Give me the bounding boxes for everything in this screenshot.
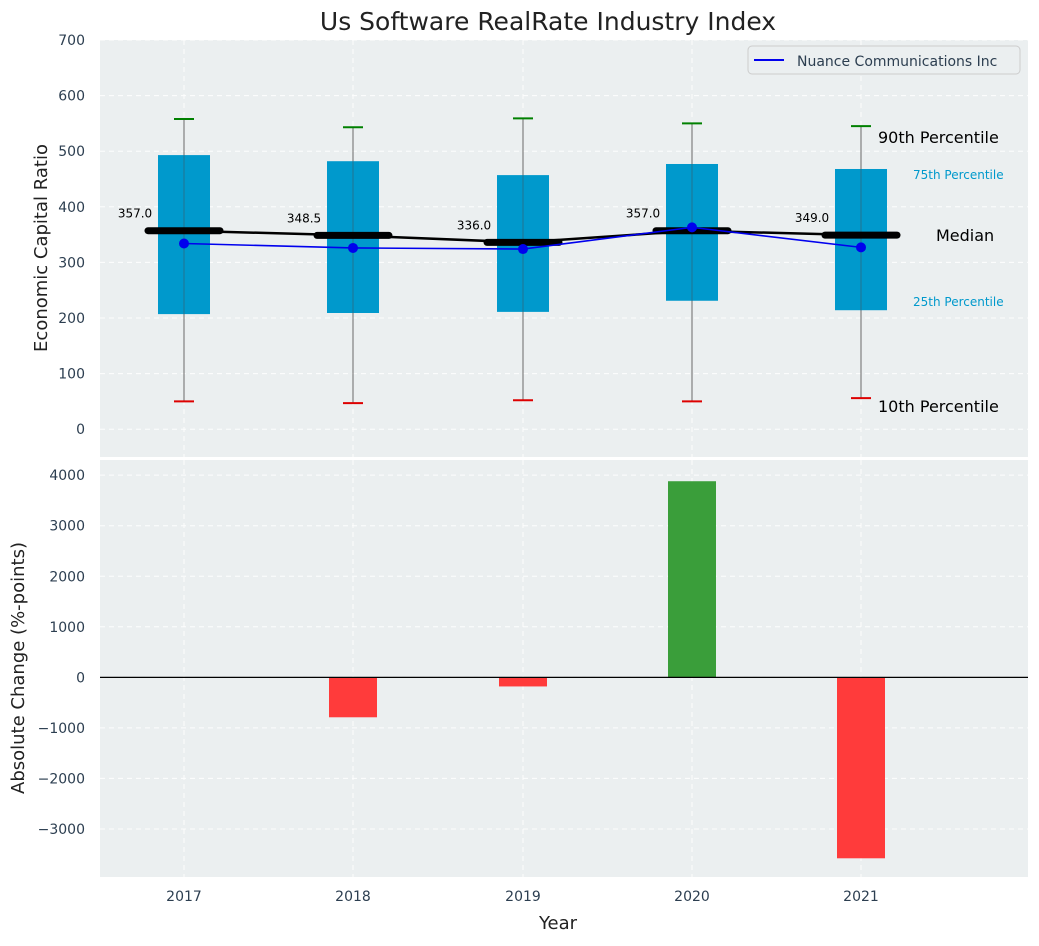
bottom-y-axis-title: Absolute Change (%-points) <box>8 542 29 794</box>
series-point <box>348 242 358 253</box>
bottom-y-tick-label: 4000 <box>49 468 85 484</box>
top-y-tick-label: 500 <box>58 144 85 160</box>
median-trend-line <box>183 229 862 244</box>
top-y-tick-label: 400 <box>58 200 85 216</box>
change-bar <box>837 677 885 859</box>
bottom-y-tick-label: 0 <box>76 670 85 686</box>
top-y-axis-title: Economic Capital Ratio <box>31 144 52 352</box>
median-value-label: 357.0 <box>118 207 152 221</box>
top-y-tick-label: 300 <box>58 255 85 271</box>
p25-annotation: 25th Percentile <box>913 295 1004 309</box>
bottom-y-tick-label: −3000 <box>38 822 85 838</box>
bottom-y-tick-label: −2000 <box>38 771 85 787</box>
x-tick-label: 2019 <box>505 889 541 905</box>
x-tick-label: 2017 <box>166 889 202 905</box>
series-point <box>179 238 189 249</box>
change-bar <box>668 481 716 678</box>
median-value-label: 336.0 <box>457 218 491 232</box>
x-axis-title: Year <box>538 913 578 934</box>
top-y-tick-label: 600 <box>58 89 85 105</box>
median-value-label: 349.0 <box>795 211 829 225</box>
top-panel-background <box>100 40 1028 457</box>
series-point <box>856 242 866 253</box>
x-tick-label: 2020 <box>674 889 710 905</box>
median-value-label: 357.0 <box>626 207 660 221</box>
top-y-tick-label: 100 <box>58 367 85 383</box>
legend: Nuance Communications Inc <box>747 45 1021 75</box>
median-value-label: 348.5 <box>287 211 321 225</box>
bottom-panel-background <box>100 460 1028 877</box>
p90-annotation: 90th Percentile <box>878 128 999 147</box>
series-point <box>687 222 697 233</box>
change-bar <box>329 677 377 718</box>
bottom-y-tick-label: −1000 <box>38 721 85 737</box>
x-tick-label: 2021 <box>843 889 879 905</box>
top-y-tick-label: 700 <box>58 33 85 49</box>
bottom-y-tick-label: 1000 <box>49 620 85 636</box>
legend-box <box>747 45 1021 75</box>
p10-annotation: 10th Percentile <box>878 397 999 416</box>
x-tick-label: 2018 <box>335 889 371 905</box>
top-y-tick-label: 200 <box>58 311 85 327</box>
p75-annotation: 75th Percentile <box>913 168 1004 182</box>
legend-label: Nuance Communications Inc <box>797 54 997 70</box>
bottom-y-tick-label: 2000 <box>49 569 85 585</box>
chart-title: Us Software RealRate Industry Index <box>320 7 776 36</box>
top-y-tick-label: 0 <box>76 422 85 438</box>
series-point <box>518 244 528 255</box>
change-bar <box>499 677 547 687</box>
bottom-y-tick-label: 3000 <box>49 519 85 535</box>
median-annotation: Median <box>936 226 994 245</box>
